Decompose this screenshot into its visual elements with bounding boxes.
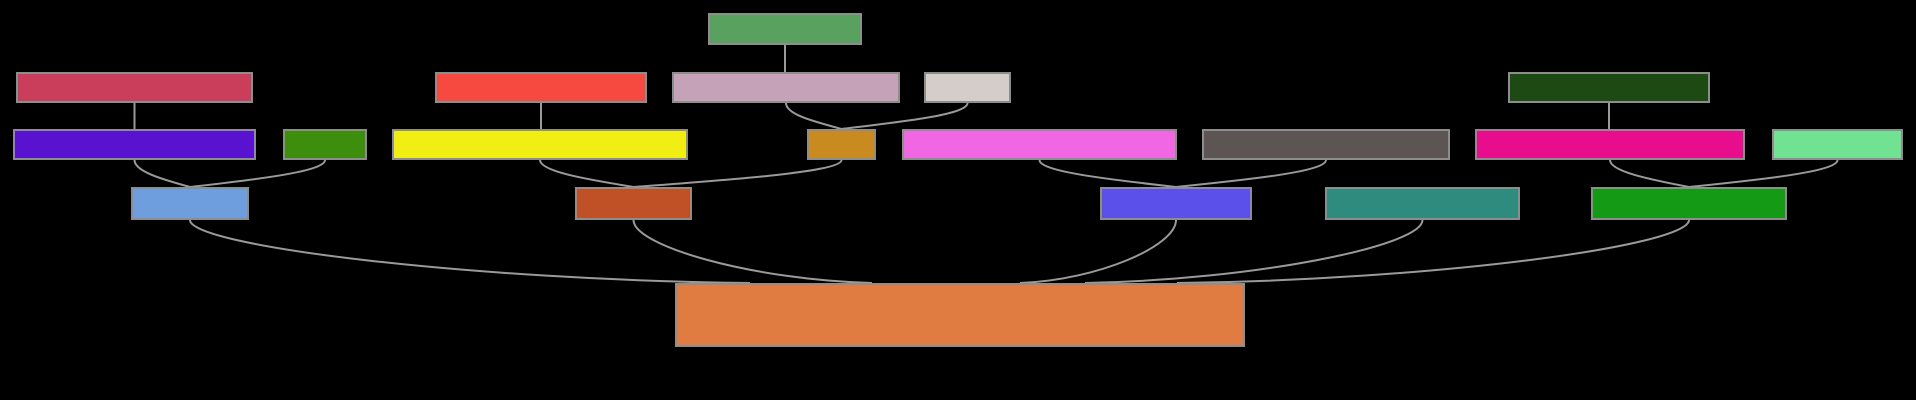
node-green[interactable] bbox=[1591, 187, 1787, 220]
node-palegreen[interactable] bbox=[1772, 129, 1903, 160]
edge-goldenrod-to-rust bbox=[633, 159, 843, 188]
edge-lightgray-to-goldenrod bbox=[841, 102, 969, 130]
edge-yellow-to-rust bbox=[539, 159, 634, 188]
node-deeppink[interactable] bbox=[1475, 129, 1745, 160]
node-royalblue[interactable] bbox=[1100, 187, 1252, 220]
edge-rust-to-orange-root bbox=[632, 219, 873, 284]
edge-orchid-to-royalblue bbox=[1038, 159, 1177, 188]
node-yellow[interactable] bbox=[392, 129, 688, 160]
edge-royalblue-to-orange-root bbox=[1019, 219, 1177, 284]
node-darkgray[interactable] bbox=[1202, 129, 1450, 160]
node-red[interactable] bbox=[435, 72, 647, 103]
node-orange-root[interactable] bbox=[675, 283, 1245, 347]
edge-green-to-orange-root bbox=[1176, 219, 1690, 284]
node-seagreen-top[interactable] bbox=[708, 13, 862, 45]
edge-purple-to-cornflower bbox=[133, 159, 191, 188]
edge-cornflower-to-orange-root bbox=[189, 219, 751, 284]
node-teal[interactable] bbox=[1325, 187, 1520, 220]
node-purple[interactable] bbox=[13, 129, 256, 160]
node-crimson[interactable] bbox=[16, 72, 253, 103]
node-rust[interactable] bbox=[575, 187, 692, 220]
edge-palegreen-to-green bbox=[1688, 159, 1839, 188]
node-goldenrod[interactable] bbox=[807, 129, 876, 160]
edge-darkgray-to-royalblue bbox=[1175, 159, 1327, 188]
edge-deeppink-to-green bbox=[1609, 159, 1690, 188]
node-cornflower[interactable] bbox=[131, 187, 249, 220]
edge-olivegreen-to-cornflower bbox=[189, 159, 326, 188]
node-mauve[interactable] bbox=[672, 72, 900, 103]
node-lightgray[interactable] bbox=[924, 72, 1011, 103]
edge-teal-to-orange-root bbox=[1084, 219, 1424, 284]
node-orchid[interactable] bbox=[902, 129, 1177, 160]
node-olivegreen[interactable] bbox=[283, 129, 367, 160]
node-darkforest[interactable] bbox=[1508, 72, 1710, 103]
edge-mauve-to-goldenrod bbox=[785, 102, 842, 130]
